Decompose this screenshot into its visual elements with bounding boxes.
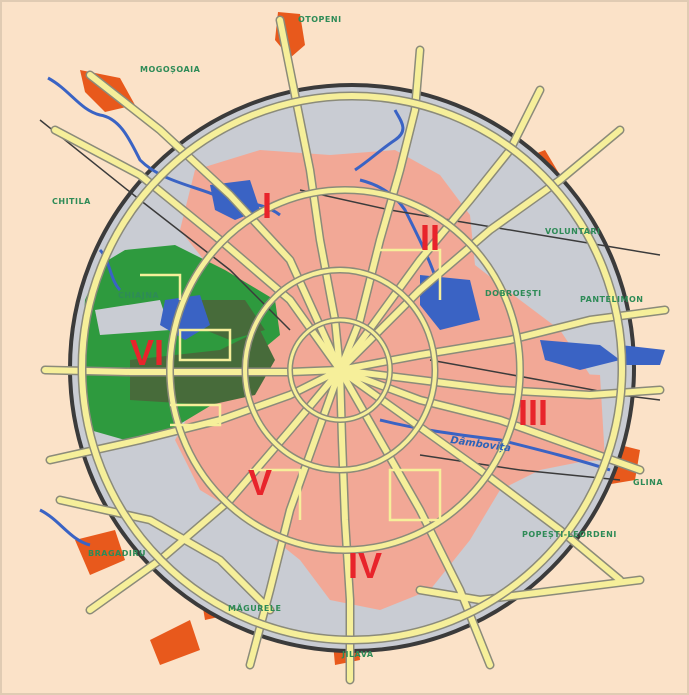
chiajna-grey-strip (95, 300, 170, 335)
sector-II-label: II (420, 217, 440, 258)
place-mogosoaia: MOGOȘOAIA (140, 65, 201, 75)
place-pantelimon: PANTELIMON (580, 295, 643, 304)
place-voluntari: VOLUNTARI (545, 227, 601, 236)
outer-ring-road (77, 91, 627, 645)
sector-V-label: V (248, 462, 272, 503)
rail-lines (39, 119, 661, 481)
place-labels: OTOPENI MOGOȘOAIA CHITILA CHIAJNA VOLUNT… (52, 15, 663, 659)
sector-III-label: III (518, 392, 548, 433)
sector-VI-label: VI (130, 332, 164, 373)
sector-labels: I II III IV V VI (130, 185, 548, 586)
place-magurele: MĂGURELE (228, 602, 281, 613)
place-bragadiru: BRAGADIRU (88, 549, 146, 558)
place-glina: GLINA (633, 478, 663, 487)
place-chiajna: CHIAJNA (118, 291, 159, 300)
major-roads (40, 15, 670, 685)
place-dobroesti: DOBROEȘTI (485, 289, 542, 299)
place-otopeni: OTOPENI (298, 15, 342, 24)
place-popesti: POPEȘTI-LEORDENI (522, 530, 617, 540)
sector-I-label: I (262, 185, 272, 226)
place-jilava: JILAVA (341, 650, 374, 659)
place-chitila: CHITILA (52, 197, 91, 206)
sector-IV-label: IV (348, 545, 382, 586)
inner-ring-roads (166, 186, 524, 554)
secondary-streets (140, 248, 442, 522)
